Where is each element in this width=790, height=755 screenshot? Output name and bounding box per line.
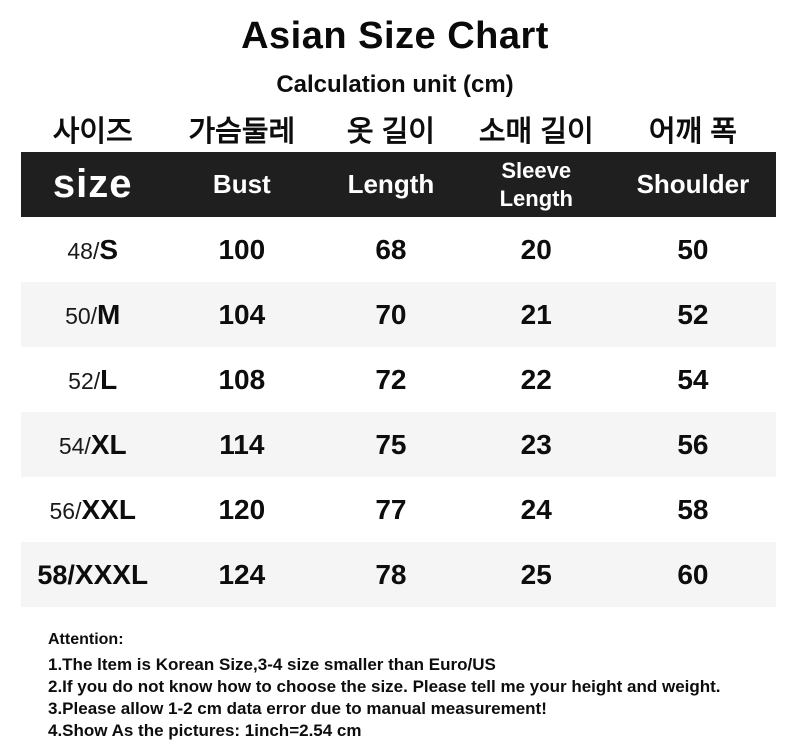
- table-row: 50/M 104 70 21 52: [21, 282, 776, 347]
- header-cell-sleeve-length: Sleeve Length: [463, 157, 610, 212]
- header-cell-bust: Bust: [212, 169, 271, 199]
- size-chart-table: 사이즈 가슴둘레 옷 길이 소매 길이 어깨 폭 size Bust Lengt…: [21, 106, 776, 607]
- bust-cell: 114: [219, 428, 265, 460]
- korean-header-sleeve: 소매 길이: [478, 116, 594, 148]
- sleeve-cell: 23: [520, 428, 552, 460]
- shoulder-cell: 52: [677, 298, 709, 330]
- notes-heading: Attention:: [48, 631, 124, 648]
- shoulder-cell: 50: [677, 233, 709, 265]
- length-cell: 75: [375, 428, 407, 460]
- bust-cell: 124: [218, 558, 266, 590]
- table-row: 56/XXL 120 77 24 58: [21, 477, 776, 542]
- page-subtitle: Calculation unit (cm): [276, 71, 514, 98]
- note-item: 2.If you do not know how to choose the s…: [48, 677, 721, 696]
- note-item: 4.Show As the pictures: 1inch=2.54 cm: [48, 721, 362, 740]
- size-cell: 50/M: [21, 299, 164, 331]
- size-cell: 52/L: [21, 364, 164, 396]
- size-letter: XXXL: [74, 558, 149, 590]
- bust-cell: 100: [218, 233, 266, 265]
- header-cell-size: size: [52, 162, 133, 206]
- size-letter: L: [100, 363, 118, 395]
- size-cell: 58/XXXL: [21, 559, 164, 591]
- table-row: 48/S 100 68 20 50: [21, 217, 776, 282]
- size-cell: 56/XXL: [21, 494, 164, 526]
- note-item: 1.The ltem is Korean Size,3-4 size small…: [48, 655, 496, 674]
- shoulder-cell: 60: [677, 558, 709, 590]
- korean-header-shoulder: 어깨 폭: [648, 116, 737, 148]
- bust-cell: 108: [218, 363, 266, 395]
- table-row: 52/L 108 72 22 54: [21, 347, 776, 412]
- size-number: 48/: [67, 237, 100, 264]
- korean-header-row: 사이즈 가슴둘레 옷 길이 소매 길이 어깨 폭: [21, 106, 776, 152]
- table-header-row: size Bust Length Sleeve Length Shoulder: [21, 152, 776, 217]
- bust-cell: 104: [218, 298, 266, 330]
- size-letter: S: [99, 233, 119, 265]
- length-cell: 72: [375, 363, 407, 395]
- sleeve-cell: 20: [520, 233, 552, 265]
- size-cell: 54/XL: [21, 429, 164, 461]
- length-cell: 77: [375, 493, 407, 525]
- table-row: 58/XXXL 124 78 25 60: [21, 542, 776, 607]
- size-number: 58/: [37, 559, 75, 590]
- shoulder-cell: 58: [677, 493, 709, 525]
- table-body: 48/S 100 68 20 50 50/M 104 70 21 52 52/L…: [21, 217, 776, 607]
- korean-header-length: 옷 길이: [346, 116, 435, 148]
- size-number: 54/: [58, 432, 91, 459]
- size-number: 56/: [49, 497, 82, 524]
- header-sleeve-line1: Sleeve: [501, 158, 572, 183]
- shoulder-cell: 56: [677, 428, 709, 460]
- size-number: 50/: [65, 302, 98, 329]
- size-letter: XL: [90, 428, 127, 460]
- notes-section: Attention: 1.The ltem is Korean Size,3-4…: [48, 631, 790, 742]
- page-title: Asian Size Chart: [241, 15, 549, 57]
- size-letter: M: [97, 298, 121, 330]
- length-cell: 68: [375, 233, 407, 265]
- length-cell: 78: [375, 558, 407, 590]
- shoulder-cell: 54: [677, 363, 709, 395]
- korean-header-bust: 가슴둘레: [188, 116, 296, 148]
- sleeve-cell: 25: [520, 558, 552, 590]
- length-cell: 70: [375, 298, 407, 330]
- header-sleeve-line2: Length: [499, 185, 573, 211]
- table-row: 54/XL 114 75 23 56: [21, 412, 776, 477]
- size-cell: 48/S: [21, 234, 164, 266]
- sleeve-cell: 21: [520, 298, 552, 330]
- sleeve-cell: 22: [520, 363, 552, 395]
- sleeve-cell: 24: [520, 493, 552, 525]
- size-letter: XXL: [81, 493, 136, 525]
- header-cell-length: Length: [347, 169, 435, 199]
- header-cell-shoulder: Shoulder: [636, 169, 750, 199]
- korean-header-size: 사이즈: [52, 116, 133, 148]
- size-number: 52/: [68, 367, 101, 394]
- bust-cell: 120: [218, 493, 266, 525]
- note-item: 3.Please allow 1-2 cm data error due to …: [48, 699, 547, 718]
